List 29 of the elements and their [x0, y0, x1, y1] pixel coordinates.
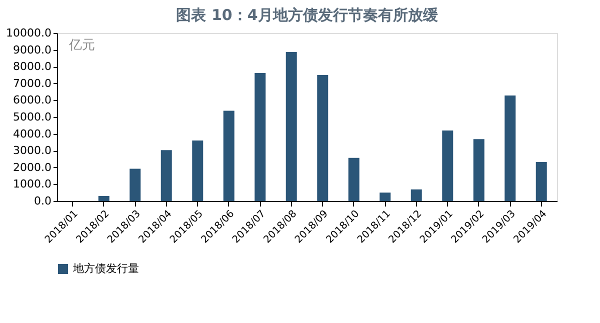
bar — [160, 150, 172, 201]
bar — [130, 168, 141, 201]
y-axis-title: 亿元 — [68, 38, 95, 53]
y-tick-label: 5000.0 — [13, 110, 52, 124]
bar — [504, 95, 516, 201]
y-tick-label: 2000.0 — [13, 160, 52, 174]
legend-label: 地方债发行量 — [72, 262, 139, 275]
y-tick-label: 9000.0 — [13, 43, 52, 56]
bar — [98, 196, 110, 201]
bar — [442, 130, 454, 201]
chart-title: 图表 10：4月地方债发行节奏有所放缓 — [176, 6, 439, 24]
bar — [473, 139, 484, 201]
y-tick-label: 6000.0 — [13, 94, 52, 107]
y-tick-label: 3000.0 — [13, 144, 52, 158]
bar — [410, 189, 422, 201]
y-tick-label: 10000.0 — [6, 26, 52, 40]
y-tick-label: 0.0 — [34, 194, 52, 208]
y-tick-label: 1000.0 — [13, 178, 52, 191]
bar — [348, 158, 360, 201]
bar — [223, 110, 234, 201]
y-tick-label: 8000.0 — [13, 60, 52, 74]
bar — [536, 162, 547, 201]
bar — [192, 140, 204, 201]
y-tick-label: 7000.0 — [13, 76, 52, 90]
bar — [317, 75, 328, 201]
bar — [286, 52, 297, 201]
bar — [254, 72, 266, 201]
y-tick-label: 4000.0 — [13, 127, 52, 140]
bar — [380, 192, 391, 201]
